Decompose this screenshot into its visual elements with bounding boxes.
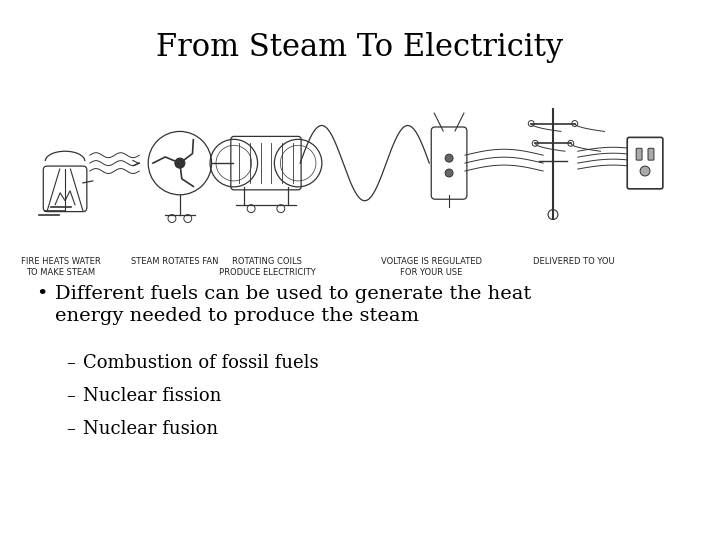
Text: Combustion of fossil fuels: Combustion of fossil fuels [83, 354, 318, 372]
Circle shape [640, 166, 650, 176]
Text: Nuclear fusion: Nuclear fusion [83, 421, 218, 438]
Circle shape [175, 158, 185, 168]
FancyBboxPatch shape [648, 148, 654, 160]
Text: Different fuels can be used to generate the heat: Different fuels can be used to generate … [55, 285, 531, 303]
Text: –: – [66, 354, 76, 372]
Text: From Steam To Electricity: From Steam To Electricity [156, 32, 564, 64]
Text: STEAM ROTATES FAN: STEAM ROTATES FAN [131, 256, 218, 266]
Text: –: – [66, 387, 76, 405]
Text: ROTATING COILS
PRODUCE ELECTRICITY: ROTATING COILS PRODUCE ELECTRICITY [219, 256, 316, 276]
Text: Nuclear fission: Nuclear fission [83, 387, 221, 405]
Text: •: • [35, 285, 47, 303]
Text: energy needed to produce the steam: energy needed to produce the steam [55, 307, 419, 325]
Text: FIRE HEATS WATER
TO MAKE STEAM: FIRE HEATS WATER TO MAKE STEAM [21, 256, 101, 276]
Circle shape [445, 154, 453, 162]
Circle shape [445, 169, 453, 177]
Text: DELIVERED TO YOU: DELIVERED TO YOU [533, 256, 615, 266]
Text: –: – [66, 421, 76, 438]
FancyBboxPatch shape [636, 148, 642, 160]
Text: VOLTAGE IS REGULATED
FOR YOUR USE: VOLTAGE IS REGULATED FOR YOUR USE [381, 256, 482, 276]
